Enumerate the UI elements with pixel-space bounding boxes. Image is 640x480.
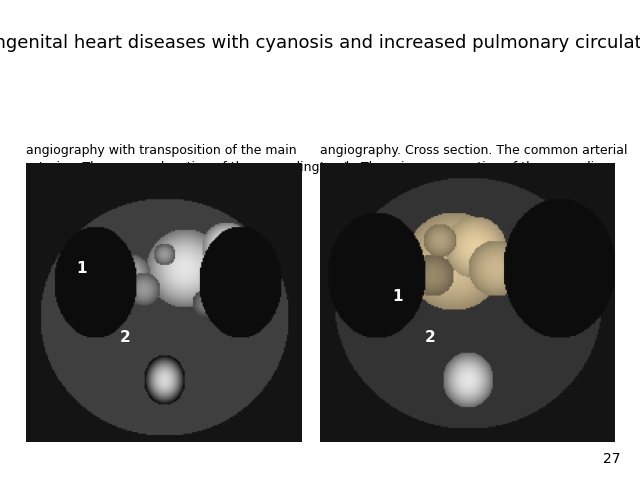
- Text: angiography. Cross section. The common arterial
trunk. There is no separation of: angiography. Cross section. The common a…: [320, 144, 627, 191]
- Text: Congenital heart diseases with cyanosis and increased pulmonary circulation: Congenital heart diseases with cyanosis …: [0, 34, 640, 51]
- Text: 27: 27: [604, 452, 621, 466]
- Text: angiography with transposition of the main
arteries. The reverse location of the: angiography with transposition of the ma…: [26, 144, 356, 191]
- Text: 1: 1: [76, 261, 86, 276]
- Text: 2: 2: [120, 330, 131, 346]
- Text: 1: 1: [392, 288, 403, 304]
- Text: 2: 2: [425, 330, 435, 346]
